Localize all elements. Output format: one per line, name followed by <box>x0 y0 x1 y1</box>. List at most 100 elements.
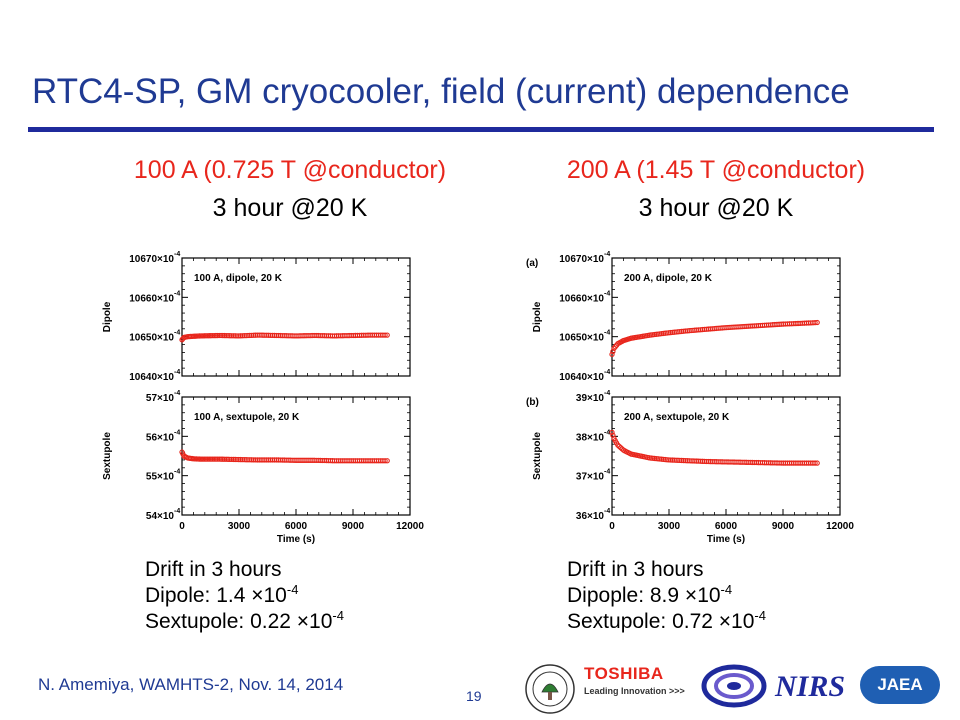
y-tick-label: 37×10 <box>576 472 605 483</box>
y-tick-label: 38×10 <box>576 432 605 443</box>
left-heading-line1: 100 A (0.725 T @conductor) <box>133 156 447 184</box>
slide-title: RTC4-SP, GM cryocooler, field (current) … <box>32 72 850 111</box>
data-point <box>236 333 242 339</box>
x-tick-label: 9000 <box>342 521 365 532</box>
y-tick-label: 56×10 <box>146 432 175 443</box>
x-tick-label: 9000 <box>772 521 795 532</box>
data-point <box>218 456 224 462</box>
data-point <box>209 332 216 339</box>
data-point <box>201 456 207 462</box>
x-tick-label: 6000 <box>285 521 308 532</box>
y-tick-exponent: -4 <box>174 369 180 376</box>
right-drift-title: Drift in 3 hours <box>567 558 704 581</box>
y-tick-label: 10640×10 <box>129 372 174 383</box>
chart-annotation: 100 A, sextupole, 20 K <box>194 412 300 423</box>
data-point <box>232 333 238 339</box>
chart-annotation: 200 A, dipole, 20 K <box>624 273 713 284</box>
left-heading-line2: 3 hour @20 K <box>212 194 368 222</box>
left-drift-sextupole: Sextupole: 0.22 ×10-4 <box>145 608 344 633</box>
y-tick-label: 10650×10 <box>559 333 604 344</box>
y-tick-label: 10670×10 <box>129 254 174 265</box>
data-point <box>221 332 228 339</box>
y-tick-exponent: -4 <box>174 508 180 515</box>
y-tick-label: 10650×10 <box>129 333 174 344</box>
jaea-logo: JAEA <box>860 666 940 704</box>
page-number: 19 <box>466 688 482 704</box>
data-point <box>204 456 211 462</box>
y-tick-label: 10670×10 <box>559 254 604 265</box>
data-point <box>232 456 238 463</box>
data-point <box>213 456 219 462</box>
data-point <box>214 332 221 339</box>
y-tick-label: 10660×10 <box>129 293 174 304</box>
x-tick-label: 0 <box>179 521 185 532</box>
x-tick-label: 3000 <box>658 521 681 532</box>
data-point <box>216 332 222 339</box>
y-tick-exponent: -4 <box>174 251 180 258</box>
y-tick-exponent: -4 <box>174 290 180 297</box>
data-point <box>221 456 228 462</box>
data-point <box>230 456 237 463</box>
y-tick-exponent: -4 <box>174 429 180 436</box>
footer-citation: N. Amemiya, WAMHTS-2, Nov. 14, 2014 <box>38 675 344 694</box>
panel-label: (b) <box>526 397 539 408</box>
data-point <box>609 429 615 436</box>
y-tick-exponent: -4 <box>604 290 610 297</box>
data-point <box>203 456 209 462</box>
y-tick-exponent: -4 <box>604 330 610 337</box>
data-point <box>223 456 229 462</box>
data-point <box>382 458 388 464</box>
data-point <box>225 332 231 339</box>
right-heading-line1: 200 A (1.45 T @conductor) <box>566 156 866 184</box>
data-point <box>382 332 388 338</box>
x-tick-label: 6000 <box>715 521 738 532</box>
x-tick-label: 12000 <box>396 521 424 532</box>
plot-frame <box>181 257 411 377</box>
left-drift-block: Drift in 3 hours Dipole: 1.4 ×10-4 Sextu… <box>145 557 344 635</box>
right-drift-block: Drift in 3 hours Dipople: 8.9 ×10-4 Sext… <box>567 557 766 635</box>
y-tick-exponent: -4 <box>174 390 180 397</box>
data-point <box>206 456 212 462</box>
right-drift-dipole: Dipople: 8.9 ×10-4 <box>567 582 733 607</box>
chart-100a-sextupole: 54×10 -455×10 -456×10 -457×10 -40 3000 6000 900… <box>102 390 424 545</box>
y-tick-exponent: -4 <box>604 469 610 476</box>
data-point <box>227 333 233 339</box>
x-tick-label: 0 <box>609 521 615 532</box>
y-tick-label: 57×10 <box>146 393 175 404</box>
right-heading-line2: 3 hour @20 K <box>638 194 794 222</box>
x-axis-label: Time (s) <box>707 534 745 545</box>
data-point <box>610 348 616 355</box>
y-tick-exponent: -4 <box>604 508 610 515</box>
data-point <box>814 319 820 326</box>
data-point <box>384 332 390 338</box>
y-tick-exponent: -4 <box>604 251 610 258</box>
y-tick-exponent: -4 <box>174 330 180 337</box>
data-point <box>208 456 214 462</box>
y-tick-exponent: -4 <box>604 390 610 397</box>
data-point <box>814 460 820 466</box>
data-point <box>236 456 242 463</box>
y-tick-label: 10660×10 <box>559 293 604 304</box>
data-point <box>220 456 226 462</box>
y-axis-label: Sextupole <box>532 432 543 480</box>
data-point <box>223 332 229 339</box>
y-tick-label: 36×10 <box>576 511 605 522</box>
right-drift-sextupole: Sextupole: 0.72 ×10-4 <box>567 608 766 633</box>
data-point <box>218 332 224 339</box>
y-axis-label: Dipole <box>532 301 543 332</box>
left-drift-dipole: Dipole: 1.4 ×10-4 <box>145 582 299 607</box>
data-point <box>209 456 216 462</box>
x-tick-label: 12000 <box>826 521 854 532</box>
data-point <box>211 456 217 462</box>
data-point <box>225 456 231 462</box>
data-point <box>812 460 818 466</box>
y-axis-label: Dipole <box>102 301 113 332</box>
data-point <box>666 457 672 463</box>
toshiba-logo: TOSHIBA Leading Innovation >>> <box>584 664 685 696</box>
chart-200a-sextupole: 36×10 -437×10 -438×10 -439×10 -40 3000 6000 900… <box>526 390 854 545</box>
y-tick-label: 10640×10 <box>559 372 604 383</box>
data-point <box>228 333 235 339</box>
chart-annotation: 100 A, dipole, 20 K <box>194 273 283 284</box>
